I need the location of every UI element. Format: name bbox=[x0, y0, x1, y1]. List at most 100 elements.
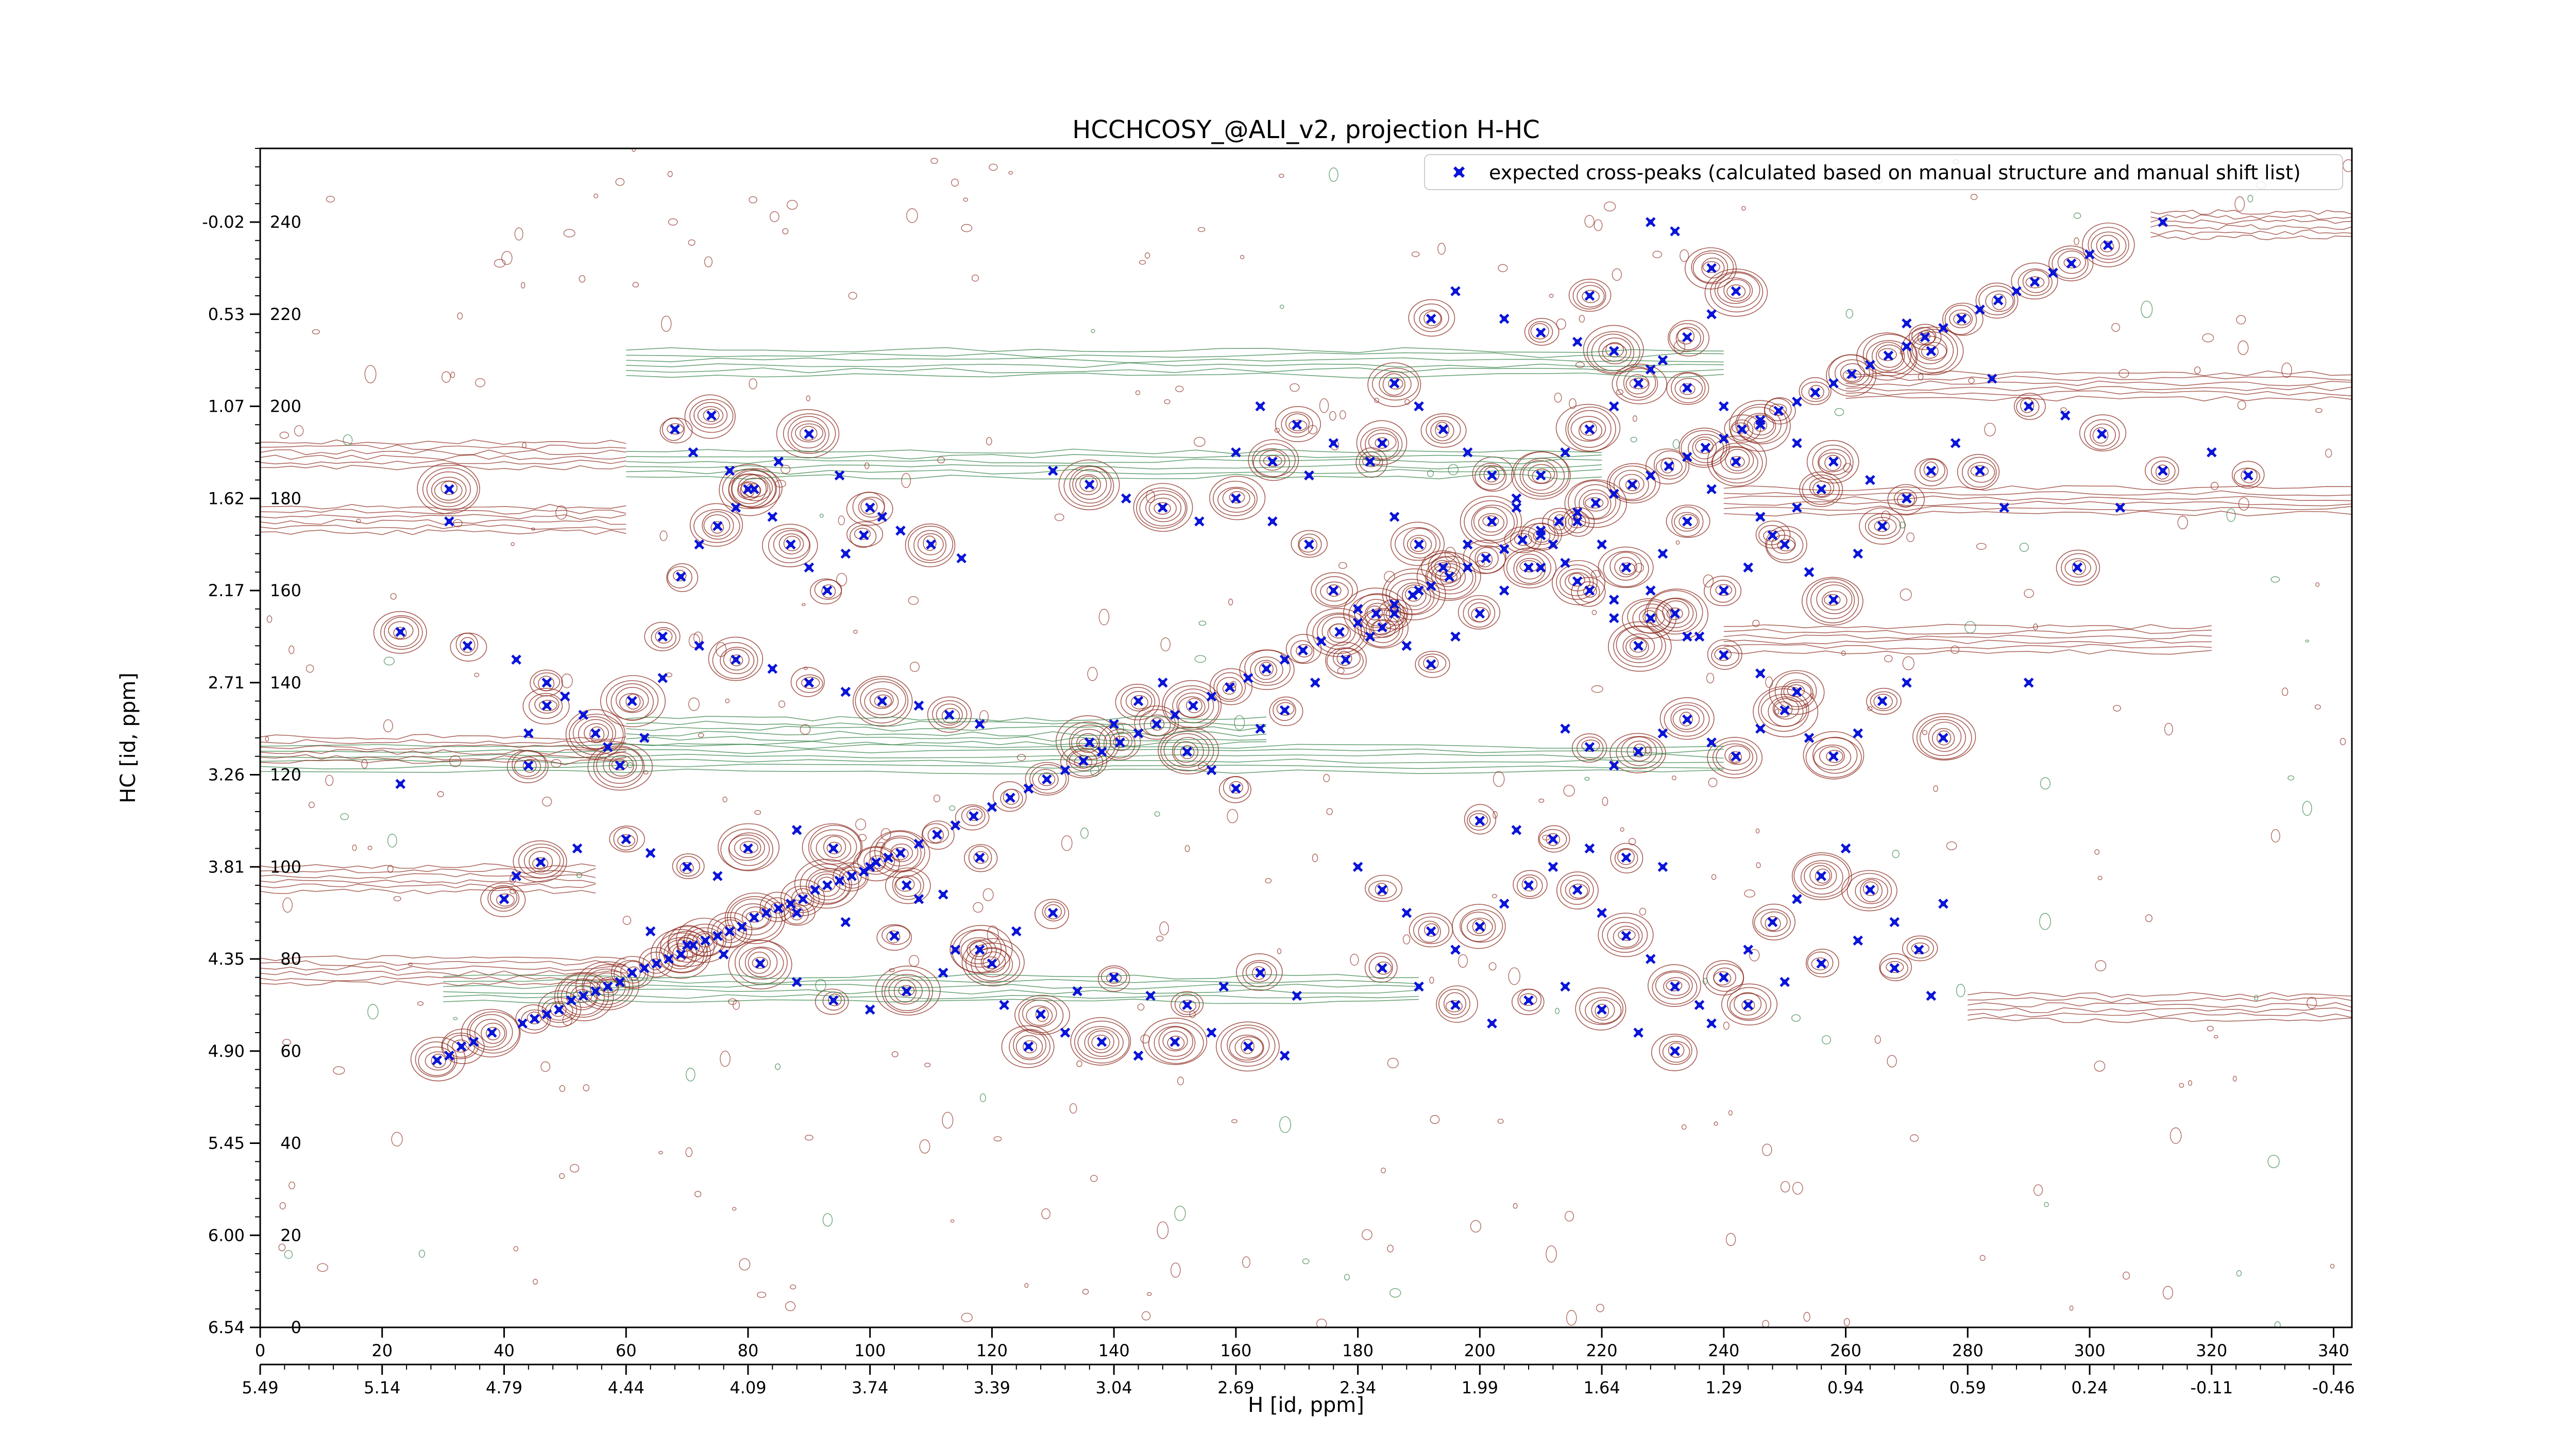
contour-noise bbox=[511, 542, 515, 546]
contour-noise bbox=[294, 425, 304, 436]
cross-peak-point bbox=[1438, 562, 1449, 573]
cross-peak-point bbox=[810, 885, 820, 895]
contour-noise bbox=[1091, 329, 1095, 333]
contour-ring bbox=[1477, 551, 1493, 567]
contour-noise bbox=[1675, 540, 1680, 545]
contour-ring bbox=[1607, 621, 1672, 672]
contour-ring bbox=[922, 823, 949, 844]
cross-peak-point bbox=[767, 664, 778, 674]
cross-peak-point bbox=[1792, 686, 1802, 697]
contour-noise bbox=[1632, 415, 1637, 422]
contour-ring bbox=[2011, 262, 2058, 300]
contour-ring bbox=[1222, 683, 1236, 695]
contour-ring bbox=[1009, 1029, 1050, 1065]
cross-peak-point bbox=[1792, 396, 1802, 407]
contour-ring bbox=[1160, 730, 1214, 771]
contour-ring bbox=[968, 846, 992, 869]
contour-noise bbox=[987, 925, 999, 944]
contour-noise bbox=[2194, 366, 2201, 374]
contour-ring bbox=[971, 948, 1013, 982]
contour-ring bbox=[1713, 967, 1736, 988]
contour-ring bbox=[1917, 330, 1936, 345]
contour-ring bbox=[1475, 547, 1499, 570]
contour-ring bbox=[1815, 868, 1831, 884]
contour-ring bbox=[1840, 363, 1866, 383]
contour-ring bbox=[1919, 719, 1966, 756]
contour-ring bbox=[1760, 911, 1788, 932]
contour-noise bbox=[387, 865, 394, 873]
contour-ring bbox=[1578, 420, 1603, 441]
contour-noise bbox=[555, 506, 567, 520]
contour-ring bbox=[1721, 983, 1778, 1025]
contour-noise bbox=[367, 1004, 379, 1020]
contour-streak bbox=[260, 759, 626, 766]
contour-noise bbox=[732, 1207, 737, 1211]
contour-ring bbox=[1692, 252, 1728, 283]
cross-peak-point bbox=[1121, 493, 1131, 504]
contour-noise bbox=[1755, 828, 1760, 834]
cross-peak-point bbox=[1657, 728, 1668, 738]
contour-ring bbox=[1556, 871, 1599, 909]
contour-ring bbox=[927, 827, 944, 844]
cross-peak-point bbox=[767, 512, 778, 522]
contour-noise bbox=[1591, 685, 1603, 693]
contour-noise bbox=[804, 1135, 814, 1141]
contour-streak bbox=[260, 888, 596, 895]
contour-ring bbox=[890, 843, 913, 862]
contour-ring bbox=[2018, 268, 2053, 296]
contour-noise bbox=[1090, 1175, 1098, 1182]
contour-ring bbox=[905, 523, 956, 567]
cross-peak-point bbox=[1657, 862, 1668, 872]
x-ppm-tick-label: 3.39 bbox=[974, 1378, 1010, 1397]
contour-ring bbox=[1222, 487, 1250, 509]
y-index-label: 240 bbox=[270, 212, 301, 232]
contour-ring bbox=[1471, 504, 1515, 541]
cross-peak-point bbox=[1621, 562, 1632, 573]
cross-peak-point bbox=[664, 954, 674, 964]
contour-noise bbox=[387, 833, 397, 848]
cross-peak-point bbox=[1145, 990, 1156, 1001]
contour-noise bbox=[1384, 570, 1395, 582]
contour-noise bbox=[340, 813, 349, 820]
contour-ring bbox=[1179, 1000, 1197, 1013]
contour-ring bbox=[616, 687, 649, 713]
y-tick-label: 6.00 bbox=[208, 1225, 245, 1245]
cross-peak-point bbox=[602, 742, 613, 752]
cross-peak-point bbox=[1975, 305, 1985, 315]
cross-peak-point bbox=[1853, 728, 1863, 738]
contour-ring bbox=[1560, 568, 1594, 596]
contour-ring bbox=[1139, 490, 1186, 527]
cross-peak-point bbox=[1328, 438, 1339, 448]
contour-noise bbox=[1762, 1320, 1769, 1327]
contour-noise bbox=[306, 664, 314, 673]
contour-noise bbox=[352, 845, 357, 851]
contour-streak bbox=[626, 740, 1267, 747]
contour-ring bbox=[787, 416, 829, 452]
cross-peak-point bbox=[572, 843, 583, 854]
contour-streak bbox=[260, 768, 1724, 774]
x-index-tick-label: 300 bbox=[2074, 1341, 2105, 1360]
contour-ring bbox=[717, 823, 780, 871]
contour-noise bbox=[1141, 1311, 1151, 1321]
contour-ring bbox=[815, 988, 849, 1015]
contour-noise bbox=[2069, 1305, 2074, 1311]
contour-noise bbox=[1265, 878, 1272, 884]
contour-ring bbox=[1679, 514, 1698, 529]
contour-ring bbox=[1642, 610, 1657, 624]
cross-peak-point bbox=[1883, 350, 1894, 361]
contour-ring bbox=[727, 896, 783, 940]
contour-streak bbox=[260, 764, 1724, 770]
contour-ring bbox=[783, 413, 836, 454]
contour-ring bbox=[655, 932, 708, 973]
cross-peak-point bbox=[932, 829, 942, 840]
contour-noise bbox=[1723, 1021, 1730, 1030]
contour-ring bbox=[1060, 745, 1108, 779]
contour-ring bbox=[869, 690, 894, 709]
contour-ring bbox=[1565, 407, 1616, 452]
cross-peak-point bbox=[1755, 512, 1766, 522]
contour-ring bbox=[1855, 878, 1888, 904]
cross-peak-point bbox=[749, 912, 759, 923]
cross-peak-point bbox=[639, 963, 650, 973]
cross-peak-point bbox=[1719, 585, 1729, 596]
contour-ring bbox=[728, 832, 770, 866]
